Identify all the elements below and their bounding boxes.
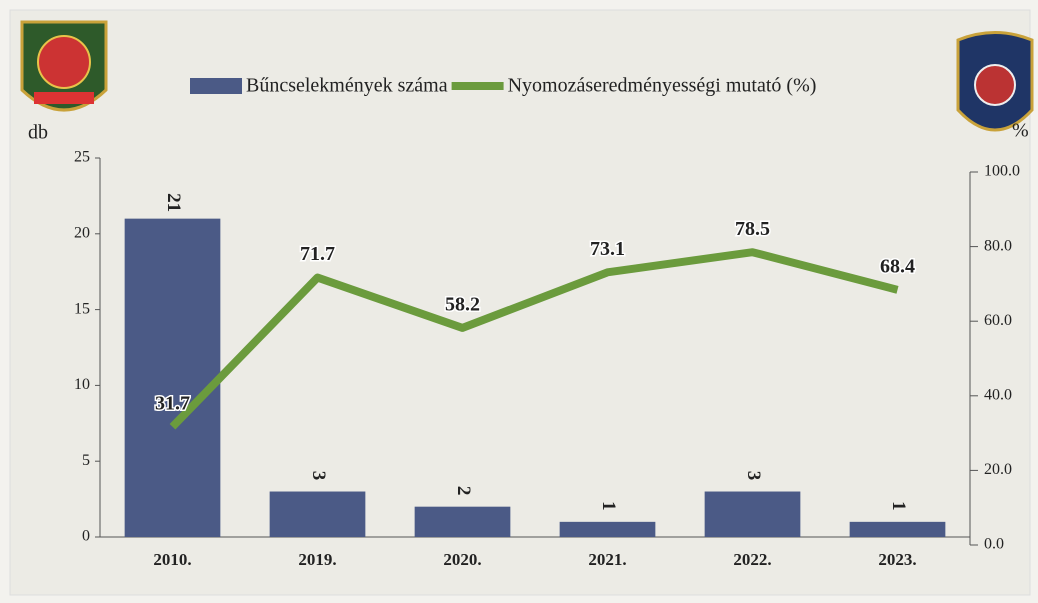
x-tick-label: 2023. <box>878 550 916 569</box>
bar-value-label: 3 <box>743 471 764 481</box>
bar <box>850 522 946 537</box>
line-value-label: 68.4 <box>880 255 915 277</box>
line-value-label: 58.2 <box>445 294 480 316</box>
y-axis-label: db <box>28 122 48 144</box>
bar <box>125 219 221 537</box>
bar-value-label: 21 <box>163 193 184 212</box>
legend-label: Bűncselekmények száma <box>246 75 448 97</box>
chart: db % 0 5 10 15 20 25 0.0 20.0 40.0 60.0 80.0 100.0 2… <box>0 0 1038 603</box>
y-tick-label: 10 <box>74 376 90 393</box>
x-tick-label: 2020. <box>443 550 481 569</box>
y-tick-label: 20 <box>74 224 90 241</box>
y-tick-label: 15 <box>74 300 90 317</box>
x-tick-label: 2019. <box>298 550 336 569</box>
y-tick-label: 25 <box>74 149 90 166</box>
bar <box>270 492 366 537</box>
bar-value-label: 3 <box>308 471 329 481</box>
y-tick-label: 5 <box>82 452 90 469</box>
x-tick-label: 2010. <box>153 550 191 569</box>
y2-tick-label: 20.0 <box>984 461 1012 478</box>
y2-tick-label: 40.0 <box>984 386 1012 403</box>
line-value-label: 71.7 <box>300 243 335 265</box>
x-tick-label: 2021. <box>588 550 626 569</box>
bar <box>415 507 511 537</box>
y2-tick-label: 0.0 <box>984 536 1004 553</box>
logo-right <box>958 33 1032 131</box>
line-value-label: 73.1 <box>590 238 625 260</box>
y-tick-label: 0 <box>82 528 90 545</box>
legend-swatch <box>190 78 242 94</box>
y2-tick-label: 100.0 <box>984 163 1020 180</box>
y2-tick-label: 60.0 <box>984 312 1012 329</box>
legend-label: Nyomozáseredményességi mutató (%) <box>508 75 817 97</box>
y2-axis-label: % <box>1012 120 1029 142</box>
logo-left <box>22 22 106 110</box>
bar-value-label: 1 <box>598 501 619 511</box>
x-tick-label: 2022. <box>733 550 771 569</box>
bar-value-label: 1 <box>888 501 909 511</box>
line-value-label: 78.5 <box>735 218 770 240</box>
bar <box>560 522 656 537</box>
y2-tick-label: 80.0 <box>984 237 1012 254</box>
bar <box>705 492 801 537</box>
bar-value-label: 2 <box>453 486 474 496</box>
line-value-label: 31.7 <box>155 392 190 414</box>
